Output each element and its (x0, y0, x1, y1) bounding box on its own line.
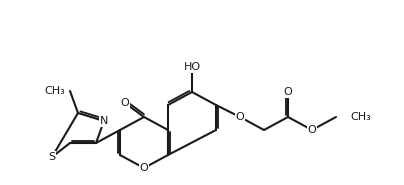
Text: CH₃: CH₃ (44, 86, 65, 96)
Text: N: N (100, 116, 108, 126)
Text: O: O (236, 112, 244, 122)
Text: CH₃: CH₃ (350, 112, 371, 122)
Text: O: O (121, 98, 129, 108)
Text: O: O (284, 87, 292, 97)
Text: O: O (140, 163, 148, 173)
Text: S: S (48, 152, 56, 162)
Text: HO: HO (183, 62, 200, 72)
Text: O: O (307, 125, 316, 135)
